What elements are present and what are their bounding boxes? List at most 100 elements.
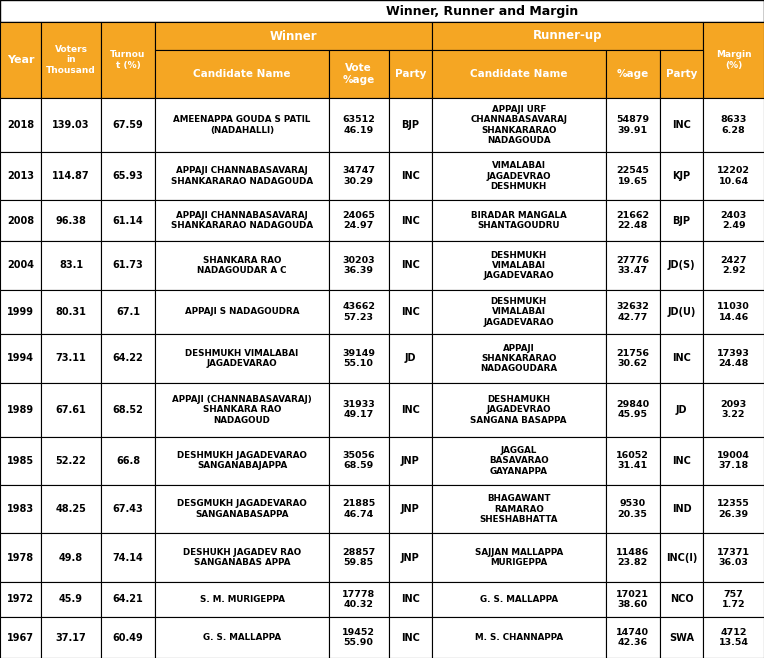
Text: 83.1: 83.1 (59, 261, 83, 270)
Bar (606, 437, 660, 485)
Bar (0, 383, 41, 437)
Text: DESHMUKH
VIMALABAI
JAGADEVARAO: DESHMUKH VIMALABAI JAGADEVARAO (484, 297, 554, 327)
Bar (703, 617, 764, 658)
Bar (389, 437, 432, 485)
Bar (155, 50, 329, 98)
Bar (606, 534, 660, 582)
Bar (432, 200, 606, 241)
Bar (155, 98, 329, 152)
Bar (329, 437, 389, 485)
Text: 17778
40.32: 17778 40.32 (342, 590, 375, 609)
Text: 66.8: 66.8 (116, 456, 140, 466)
Text: 67.1: 67.1 (116, 307, 140, 317)
Text: 67.43: 67.43 (112, 504, 144, 514)
Bar (660, 383, 703, 437)
Bar (389, 617, 432, 658)
Bar (389, 50, 432, 98)
Bar (329, 50, 389, 98)
Text: BIRADAR MANGALA
SHANTAGOUDRU: BIRADAR MANGALA SHANTAGOUDRU (471, 211, 567, 230)
Bar (703, 534, 764, 582)
Bar (0, 241, 41, 290)
Text: 9530
20.35: 9530 20.35 (618, 499, 648, 519)
Text: INC: INC (401, 594, 419, 605)
Text: 67.59: 67.59 (112, 120, 144, 130)
Text: 11030
14.46: 11030 14.46 (717, 302, 750, 322)
Text: INC: INC (672, 120, 691, 130)
Text: JD: JD (676, 405, 688, 415)
Text: 4712
13.54: 4712 13.54 (719, 628, 749, 647)
Bar (155, 617, 329, 658)
Bar (389, 152, 432, 200)
Bar (101, 152, 155, 200)
Text: BJP: BJP (401, 120, 419, 130)
Bar (155, 152, 329, 200)
Text: S. M. MURIGEPPA: S. M. MURIGEPPA (199, 595, 284, 604)
Text: INC: INC (401, 307, 419, 317)
Text: 31933
49.17: 31933 49.17 (342, 400, 375, 419)
Bar (389, 200, 432, 241)
Bar (155, 437, 329, 485)
Bar (703, 241, 764, 290)
Bar (0, 200, 41, 241)
Text: %age: %age (617, 69, 649, 79)
Text: JD(S): JD(S) (668, 261, 695, 270)
Bar (0, 334, 41, 383)
Bar (0, 0, 764, 22)
Bar (41, 485, 101, 534)
Text: Candidate Name: Candidate Name (193, 69, 291, 79)
Text: 34747
30.29: 34747 30.29 (342, 166, 375, 186)
Bar (41, 241, 101, 290)
Bar (41, 437, 101, 485)
Bar (432, 152, 606, 200)
Bar (0, 582, 41, 617)
Bar (660, 50, 703, 98)
Bar (606, 152, 660, 200)
Text: 65.93: 65.93 (112, 171, 144, 181)
Bar (155, 534, 329, 582)
Text: 73.11: 73.11 (56, 353, 86, 363)
Text: 54879
39.91: 54879 39.91 (616, 115, 649, 135)
Bar (660, 582, 703, 617)
Bar (432, 22, 703, 50)
Bar (660, 534, 703, 582)
Text: 37.17: 37.17 (56, 632, 86, 642)
Bar (0, 22, 41, 98)
Bar (432, 485, 606, 534)
Text: 29840
45.95: 29840 45.95 (616, 400, 649, 419)
Bar (329, 617, 389, 658)
Bar (432, 50, 606, 98)
Bar (432, 582, 606, 617)
Text: 96.38: 96.38 (56, 216, 86, 226)
Text: DESHMUKH JAGADEVARAO
SANGANABAJAPPA: DESHMUKH JAGADEVARAO SANGANABAJAPPA (177, 451, 307, 470)
Text: JAGGAL
BASAVARAO
GAYANAPPA: JAGGAL BASAVARAO GAYANAPPA (489, 446, 549, 476)
Bar (329, 334, 389, 383)
Bar (432, 98, 606, 152)
Text: 21756
30.62: 21756 30.62 (617, 349, 649, 368)
Bar (329, 485, 389, 534)
Bar (389, 334, 432, 383)
Text: 21885
46.74: 21885 46.74 (342, 499, 375, 519)
Bar (703, 152, 764, 200)
Text: 1994: 1994 (7, 353, 34, 363)
Text: 12355
26.39: 12355 26.39 (717, 499, 750, 519)
Text: 16052
31.41: 16052 31.41 (617, 451, 649, 470)
Text: 17393
24.48: 17393 24.48 (717, 349, 750, 368)
Bar (606, 98, 660, 152)
Bar (606, 290, 660, 334)
Bar (101, 383, 155, 437)
Text: 2008: 2008 (7, 216, 34, 226)
Bar (41, 617, 101, 658)
Text: APPAJI S NADAGOUDRA: APPAJI S NADAGOUDRA (185, 307, 299, 316)
Bar (41, 152, 101, 200)
Text: APPAJI
SHANKARARAO
NADAGOUDARA: APPAJI SHANKARARAO NADAGOUDARA (481, 343, 557, 373)
Text: 19004
37.18: 19004 37.18 (717, 451, 750, 470)
Bar (0, 437, 41, 485)
Bar (101, 582, 155, 617)
Bar (660, 617, 703, 658)
Bar (606, 485, 660, 534)
Text: 61.73: 61.73 (112, 261, 144, 270)
Text: 1999: 1999 (7, 307, 34, 317)
Bar (703, 200, 764, 241)
Bar (606, 582, 660, 617)
Text: APPAJI CHANNABASAVARAJ
SHANKARARAO NADAGOUDA: APPAJI CHANNABASAVARAJ SHANKARARAO NADAG… (171, 166, 313, 186)
